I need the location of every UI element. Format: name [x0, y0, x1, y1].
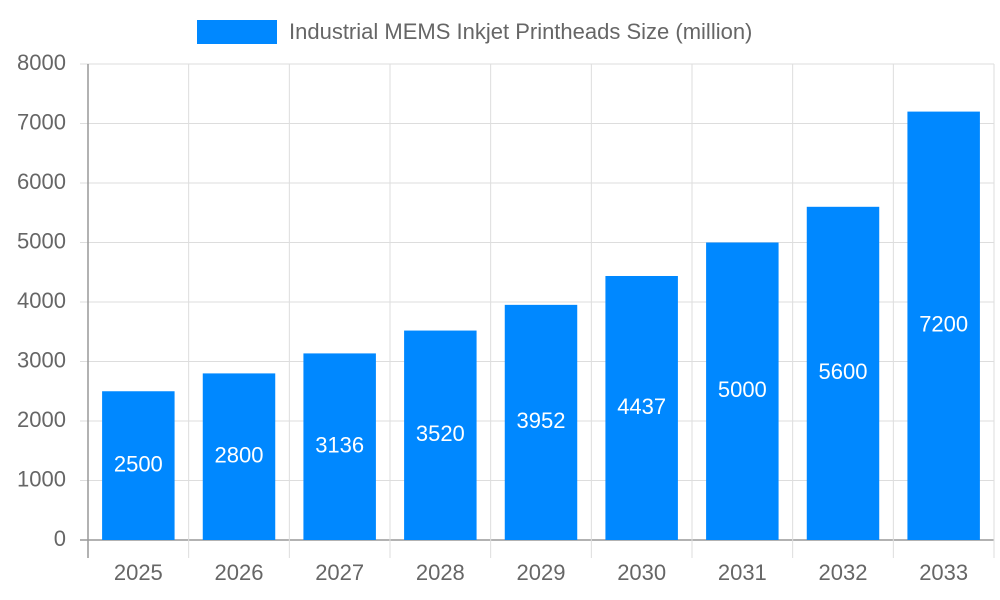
y-tick-label: 8000: [17, 50, 66, 75]
y-tick-label: 6000: [17, 169, 66, 194]
bar: [907, 111, 980, 540]
bar: [504, 304, 578, 540]
x-tick-label: 2027: [315, 560, 364, 585]
data-label: 7200: [919, 312, 968, 337]
data-label: 5000: [718, 377, 767, 402]
y-tick-label: 5000: [17, 228, 66, 253]
bar: [202, 373, 276, 540]
data-label: 5600: [819, 359, 868, 384]
bar: [706, 242, 779, 540]
legend-label: Industrial MEMS Inkjet Printheads Size (…: [289, 19, 752, 44]
data-label: 3952: [517, 408, 566, 433]
x-tick-label: 2030: [617, 560, 666, 585]
y-tick-label: 1000: [17, 466, 66, 491]
bar: [102, 391, 175, 540]
x-tick-label: 2025: [114, 560, 163, 585]
data-label: 2500: [114, 451, 163, 476]
data-label: 3520: [416, 421, 465, 446]
bar: [605, 275, 678, 540]
bar: [806, 206, 880, 541]
legend-swatch: [197, 20, 277, 44]
y-tick-label: 0: [54, 526, 66, 551]
x-tick-label: 2033: [919, 560, 968, 585]
bar: [303, 353, 376, 540]
x-tick-label: 2026: [215, 560, 264, 585]
data-label: 2800: [215, 443, 264, 468]
x-tick-label: 2032: [819, 560, 868, 585]
x-tick-label: 2028: [416, 560, 465, 585]
y-tick-label: 3000: [17, 347, 66, 372]
x-tick-label: 2031: [718, 560, 767, 585]
data-label: 3136: [315, 433, 364, 458]
y-tick-label: 7000: [17, 109, 66, 134]
y-tick-label: 2000: [17, 407, 66, 432]
y-tick-label: 4000: [17, 288, 66, 313]
data-label: 4437: [617, 394, 666, 419]
bar: [404, 330, 477, 540]
x-tick-label: 2029: [517, 560, 566, 585]
